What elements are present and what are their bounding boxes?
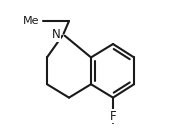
Text: F: F <box>110 109 116 122</box>
Text: N: N <box>52 28 60 41</box>
Text: Me: Me <box>23 16 39 26</box>
